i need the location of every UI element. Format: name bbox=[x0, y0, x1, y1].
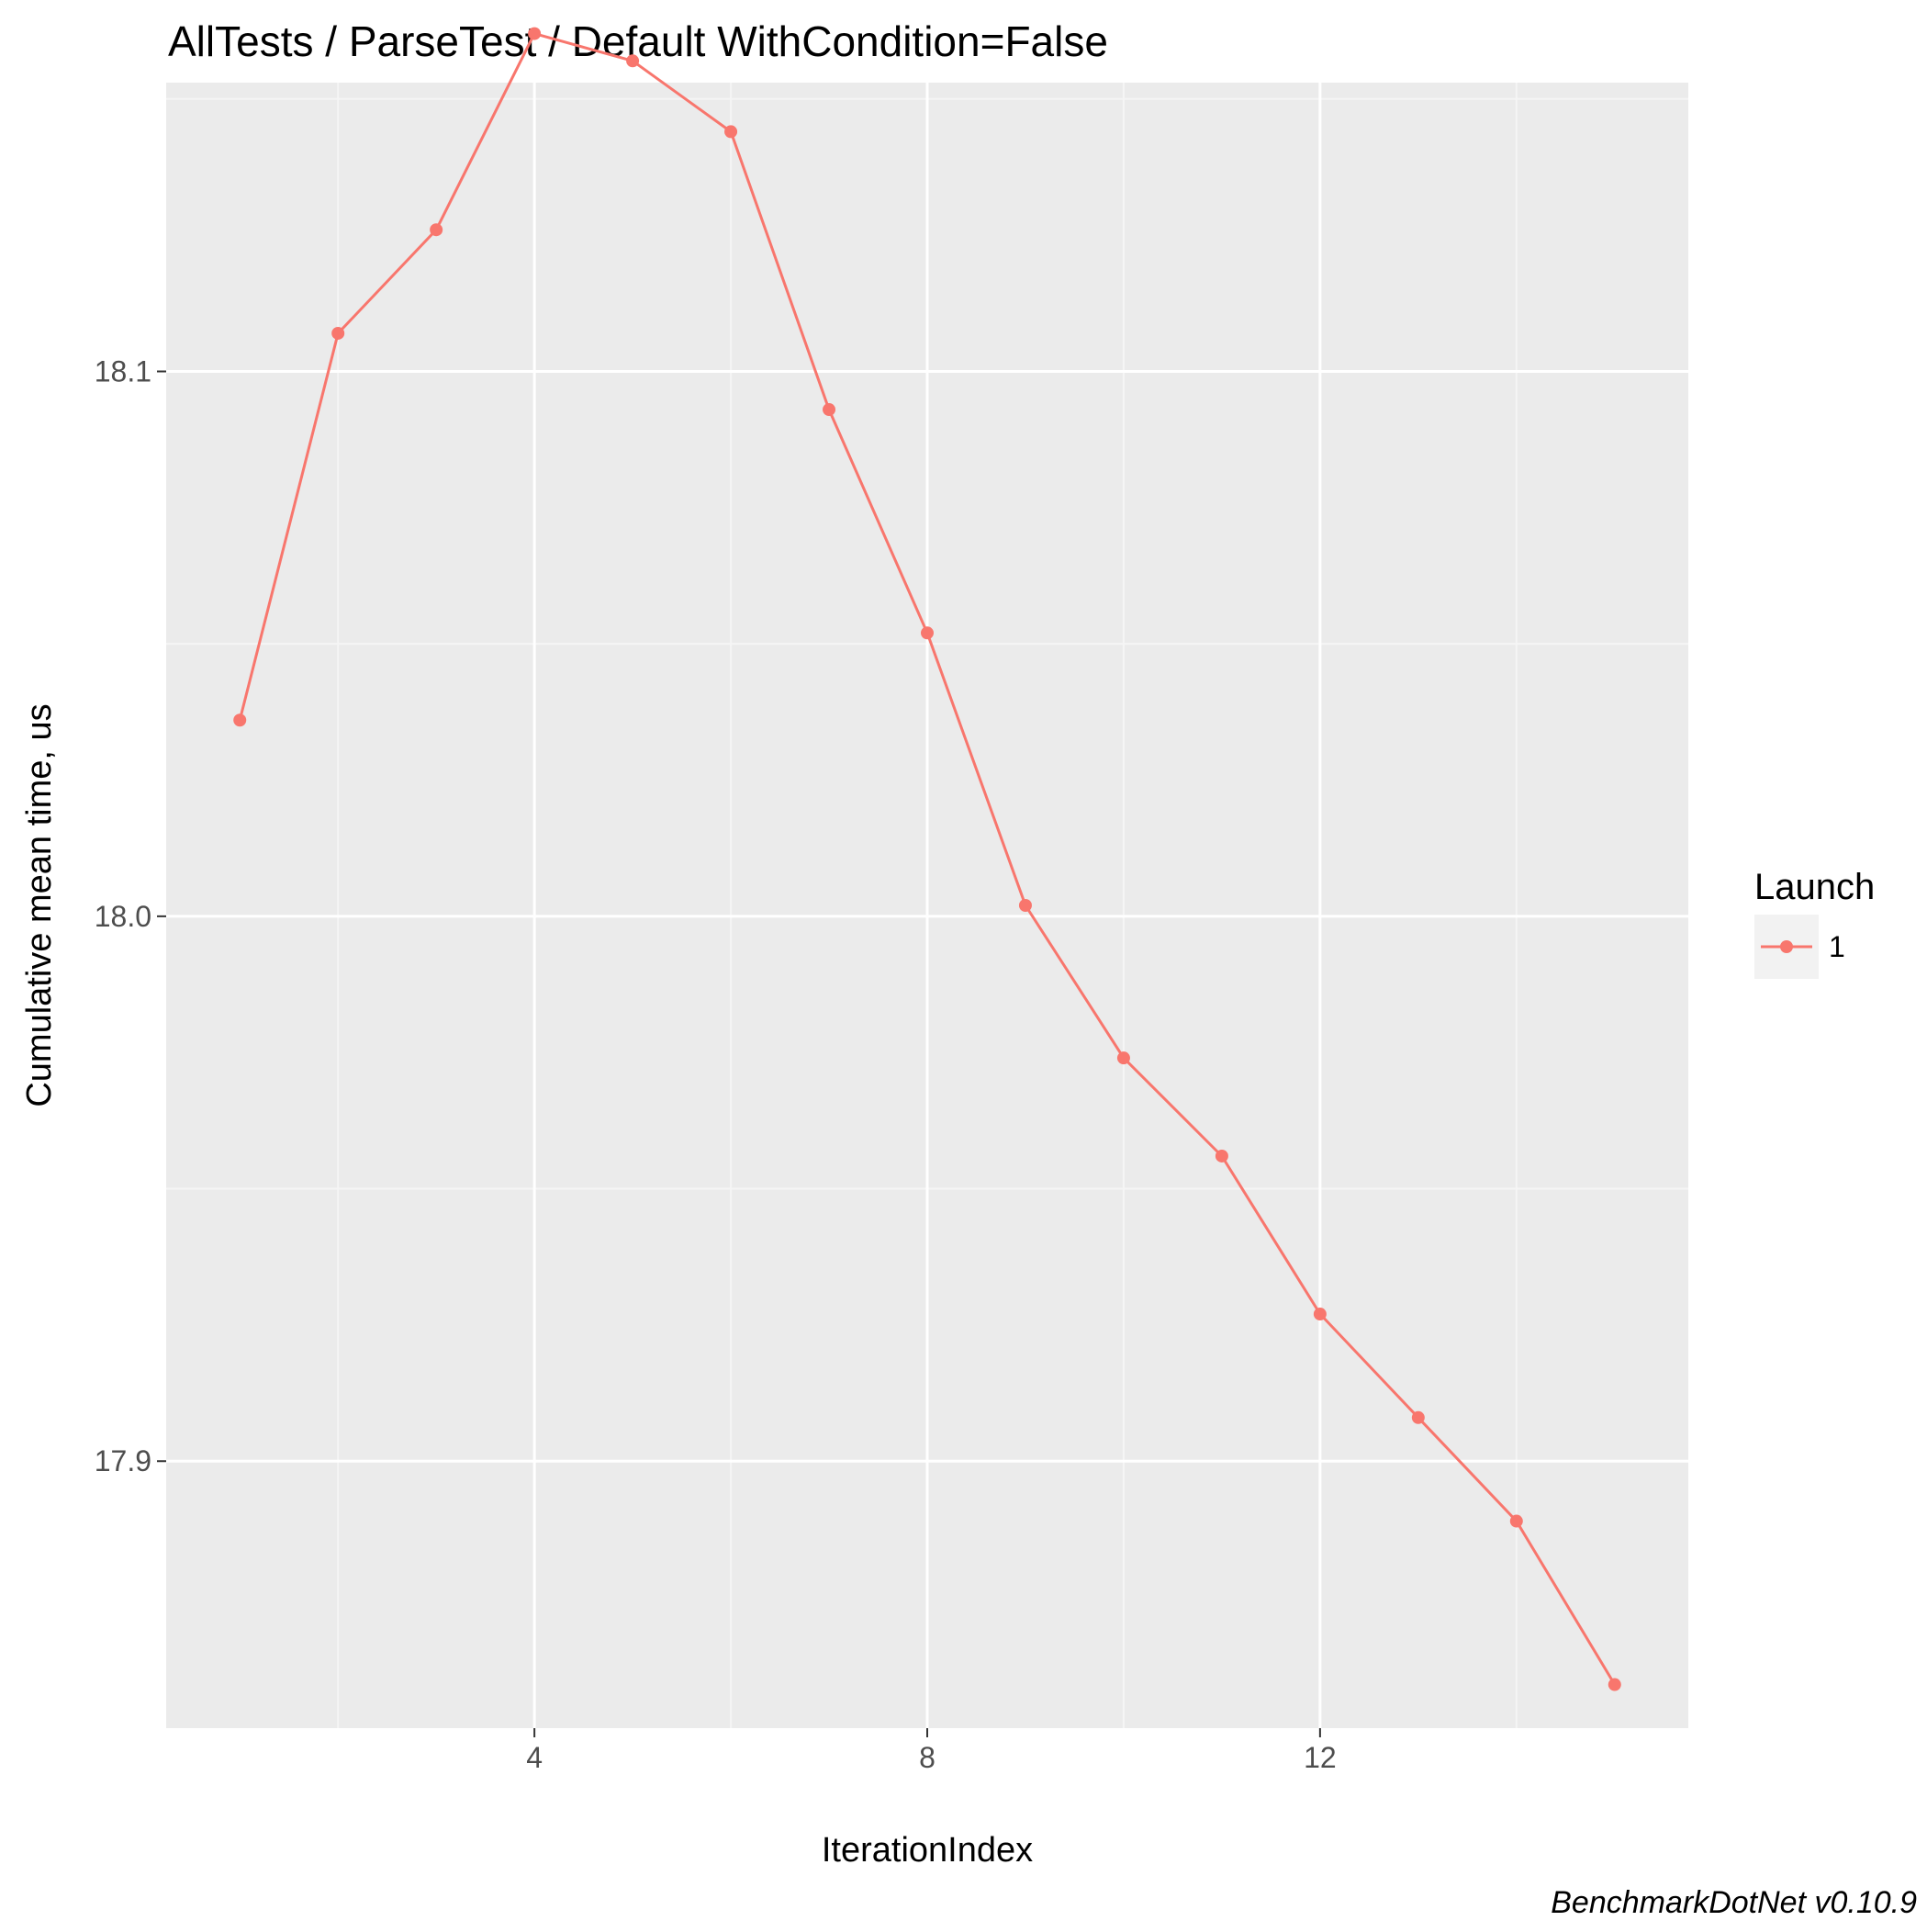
y-tick-label: 18.0 bbox=[95, 900, 151, 933]
major-gridlines bbox=[166, 83, 1688, 1728]
data-point bbox=[1509, 1514, 1523, 1528]
legend-entries: 1 bbox=[1754, 915, 1845, 979]
x-tick-label: 12 bbox=[1304, 1741, 1337, 1774]
data-point bbox=[921, 626, 934, 640]
data-point bbox=[1215, 1149, 1228, 1163]
legend-title: Launch bbox=[1754, 867, 1875, 907]
data-point bbox=[331, 326, 345, 340]
data-point bbox=[626, 54, 640, 68]
legend: Launch 1 bbox=[1754, 867, 1875, 979]
data-point bbox=[233, 713, 247, 727]
legend-entry-label: 1 bbox=[1829, 930, 1845, 963]
data-point bbox=[1116, 1051, 1130, 1065]
chart-caption: BenchmarkDotNet v0.10.9 bbox=[1551, 1885, 1917, 1920]
axis-ticks: 4 8 12 17.9 18.0 18.1 bbox=[95, 354, 1337, 1774]
x-tick-label: 8 bbox=[919, 1741, 935, 1774]
data-point bbox=[1018, 899, 1032, 912]
y-tick-label: 18.1 bbox=[95, 354, 151, 388]
series-layer bbox=[233, 27, 1621, 1691]
y-axis-title: Cumulative mean time, us bbox=[20, 703, 59, 1106]
data-point bbox=[1608, 1678, 1621, 1691]
x-axis-title: IterationIndex bbox=[822, 1831, 1033, 1870]
legend-key-point bbox=[1780, 940, 1793, 953]
x-tick-label: 4 bbox=[526, 1741, 543, 1774]
data-point bbox=[430, 223, 443, 237]
data-point bbox=[823, 403, 836, 417]
y-tick-label: 17.9 bbox=[95, 1444, 151, 1477]
chart-title: AllTests / ParseTest / Default WithCondi… bbox=[168, 17, 1108, 65]
data-point bbox=[1313, 1308, 1327, 1321]
data-point bbox=[1411, 1410, 1425, 1424]
data-point bbox=[724, 125, 738, 139]
data-point bbox=[528, 27, 542, 40]
